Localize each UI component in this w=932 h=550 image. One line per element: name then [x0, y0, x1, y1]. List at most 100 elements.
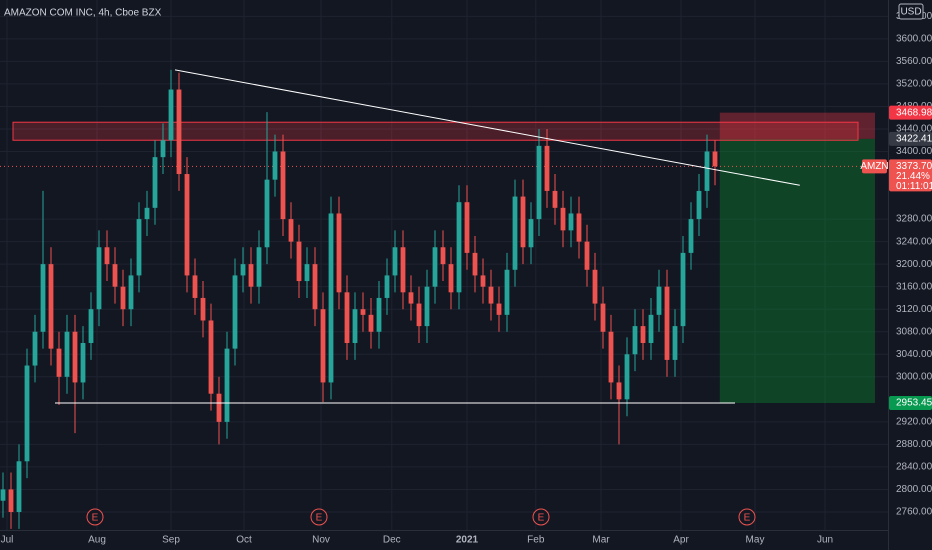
candle-body: [504, 269, 510, 315]
candle-body: [424, 286, 430, 327]
candle-body: [272, 151, 278, 180]
candle-body: [400, 247, 406, 293]
earnings-marker: [738, 508, 756, 526]
candle-body: [232, 275, 238, 349]
candle-body: [120, 286, 126, 310]
candle-body: [168, 89, 174, 141]
candle-body: [288, 219, 294, 242]
y-tick-label: 3560.00: [896, 56, 932, 67]
y-tick-label: 3440.00: [896, 124, 932, 135]
y-tick-label: 2880.00: [896, 439, 932, 450]
earnings-marker: [86, 508, 104, 526]
candle-body: [280, 151, 286, 220]
plot: [0, 0, 888, 530]
candle-body: [656, 286, 662, 315]
currency-box: [898, 3, 924, 20]
entry-label: 3422.41: [896, 134, 932, 145]
candle-body: [112, 264, 118, 287]
candle-body: [104, 247, 110, 265]
candle-body: [576, 213, 582, 242]
candle-body: [96, 247, 102, 310]
x-tick-label: Nov: [312, 535, 330, 546]
candle-body: [440, 247, 446, 265]
candle-body: [600, 303, 606, 332]
y-tick-label: 3400.00: [896, 146, 932, 157]
candle-body: [336, 213, 342, 293]
y-tick-label: 3200.00: [896, 259, 932, 270]
candle-body: [328, 213, 334, 383]
candle-body: [624, 354, 630, 400]
candle-body: [416, 303, 422, 327]
earnings-marker: [310, 508, 328, 526]
countdown-label: 01:11:01: [896, 181, 932, 192]
currency-label: USD: [900, 7, 921, 18]
chart-title: AMAZON COM INC, 4h, Cboe BZX: [4, 8, 162, 19]
x-tick-label: Apr: [673, 535, 689, 546]
x-tick-label: Mar: [592, 535, 610, 546]
y-tick-label: 2920.00: [896, 417, 932, 428]
candle-body: [224, 348, 230, 422]
candle-body: [592, 269, 598, 304]
y-tick-label: 3240.00: [896, 236, 932, 247]
candle-body: [552, 190, 558, 208]
candle-body: [144, 207, 150, 220]
candle-body: [0, 489, 6, 501]
candle-body: [376, 297, 382, 332]
candle-body: [136, 219, 142, 276]
candle-body: [432, 247, 438, 287]
y-tick-label: 2800.00: [896, 484, 932, 495]
candle-body: [568, 213, 574, 231]
candle-body: [312, 264, 318, 310]
candle-body: [632, 326, 638, 355]
earnings-label: E: [316, 513, 323, 524]
candle-body: [392, 247, 398, 276]
candle-body: [216, 393, 222, 422]
candle-body: [192, 275, 198, 298]
y-tick-label: 2840.00: [896, 462, 932, 473]
candle-body: [88, 309, 94, 344]
target-area: [719, 138, 875, 404]
y-tick-label: 3160.00: [896, 281, 932, 292]
candle-body: [496, 303, 502, 315]
earnings-label: E: [744, 513, 751, 524]
last-price-badge: [889, 159, 932, 192]
x-tick-label: Dec: [383, 535, 401, 546]
support-badge: [889, 396, 932, 411]
candle-body: [464, 202, 470, 253]
candle-body: [456, 202, 462, 293]
candle-body: [528, 219, 534, 248]
y-tick-label: 3280.00: [896, 214, 932, 225]
candle-body: [408, 292, 414, 304]
candle-body: [704, 151, 710, 191]
x-tick-label: Sep: [162, 535, 180, 546]
candle-body: [472, 252, 478, 276]
candle-body: [320, 309, 326, 383]
candle-body: [608, 331, 614, 383]
candle-body: [128, 275, 134, 310]
candle-body: [344, 292, 350, 344]
candle-body: [152, 157, 158, 208]
candle-body: [512, 196, 518, 270]
x-tick-label: May: [746, 535, 765, 546]
candle-body: [584, 241, 590, 270]
support-label: 2953.45: [896, 398, 932, 409]
symbol-label: AMZN: [860, 161, 888, 172]
entry-badge: [889, 131, 932, 146]
candle-body: [360, 309, 366, 315]
candle-body: [488, 286, 494, 304]
y-tick-label: 3000.00: [896, 371, 932, 382]
candle-body: [296, 241, 302, 282]
candle-body: [8, 489, 14, 512]
last-price-label: 3373.70: [896, 161, 932, 172]
candle-body: [352, 309, 358, 344]
candle-body: [264, 179, 270, 248]
symbol-badge: [862, 159, 887, 174]
change-label: 21.44%: [896, 171, 930, 182]
stop-area: [719, 112, 875, 139]
x-tick-label: Feb: [527, 535, 545, 546]
trendline: [174, 69, 800, 186]
y-tick-label: 3040.00: [896, 349, 932, 360]
y-tick-label: 2760.00: [896, 507, 932, 518]
